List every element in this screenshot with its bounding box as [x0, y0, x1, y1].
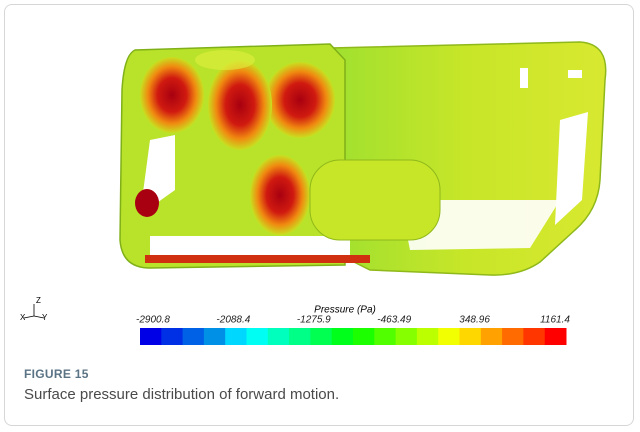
colorbar-band [268, 328, 290, 345]
colorbar-tick-label: -2900.8 [136, 315, 170, 326]
axis-triad: Z X Y [20, 296, 48, 322]
colorbar: Pressure (Pa) -2900.8-2088.4-1275.9-463.… [136, 305, 570, 345]
colorbar-band [502, 328, 524, 345]
axis-x: X [20, 313, 26, 322]
colorbar-band [225, 328, 247, 345]
colorbar-band [438, 328, 460, 345]
colorbar-tick-label: 1161.4 [540, 315, 570, 326]
colorbar-tick-label: -1275.9 [297, 315, 331, 326]
colorbar-band [353, 328, 375, 345]
axis-y: Y [42, 313, 48, 322]
colorbar-tick-label: -463.49 [377, 315, 411, 326]
colorbar-band [204, 328, 226, 345]
page: Z X Y Pressure (Pa) -2900.8-2088.4-1275.… [0, 0, 640, 432]
colorbar-band [140, 328, 162, 345]
colorbar-tick-label: 348.96 [459, 315, 490, 326]
colorbar-band [247, 328, 269, 345]
colorbar-band [183, 328, 205, 345]
colorbar-tick-label: -2088.4 [216, 315, 250, 326]
colorbar-band [523, 328, 545, 345]
colorbar-band [289, 328, 311, 345]
colorbar-band [417, 328, 439, 345]
figure-image: Z X Y Pressure (Pa) -2900.8-2088.4-1275.… [0, 0, 640, 360]
colorbar-band [332, 328, 354, 345]
colorbar-band [161, 328, 183, 345]
axis-z: Z [36, 296, 41, 305]
colorbar-band [545, 328, 567, 345]
caption-label: FIGURE 15 [24, 367, 89, 381]
colorbar-band [310, 328, 332, 345]
colorbar-band [460, 328, 482, 345]
rov-model [120, 42, 606, 275]
colorbar-band [481, 328, 503, 345]
colorbar-band [374, 328, 396, 345]
colorbar-band [396, 328, 418, 345]
caption-text: Surface pressure distribution of forward… [24, 386, 339, 403]
